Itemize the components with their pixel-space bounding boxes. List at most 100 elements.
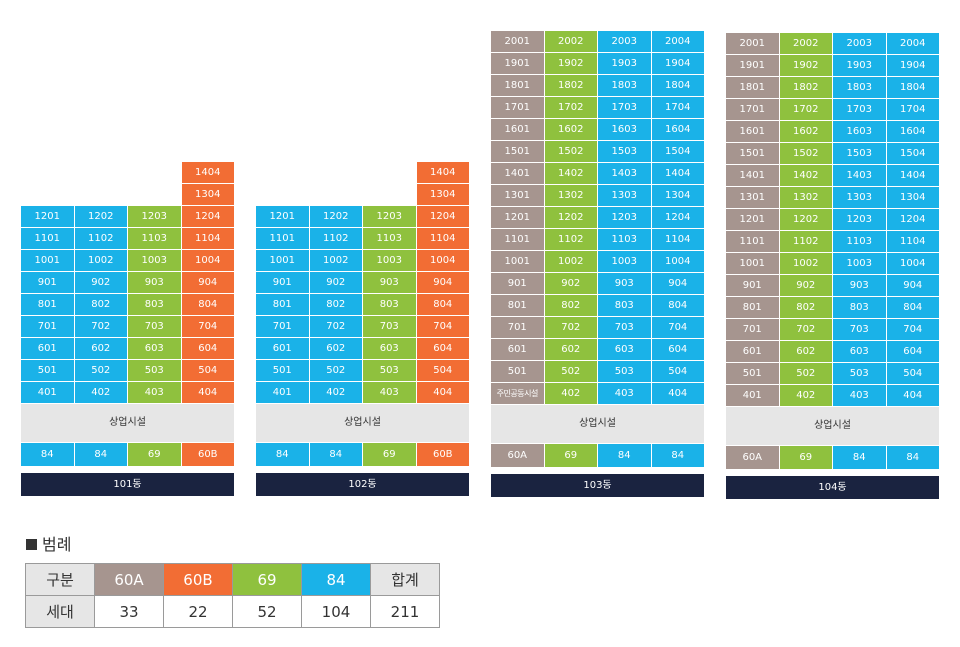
unit-cell: 401 — [726, 385, 779, 406]
unit-cell: 903 — [128, 272, 181, 293]
unit-cell: 2003 — [598, 31, 651, 52]
unit-type-row: 84 84 69 60B — [256, 443, 469, 466]
unit-cell: 901 — [21, 272, 74, 293]
unit-cell: 401 — [21, 382, 74, 403]
unit-cell: 1601 — [491, 119, 544, 140]
unit-cell: 1703 — [833, 99, 886, 120]
legend-title: 범례 — [26, 531, 71, 555]
unit-cell: 1004 — [181, 250, 234, 271]
unit-cell: 702 — [779, 319, 832, 340]
unit-cell: 1403 — [833, 165, 886, 186]
unit-cell: 1402 — [779, 165, 832, 186]
unit-cell: 1202 — [74, 206, 127, 227]
unit-cell: 1704 — [886, 99, 939, 120]
unit-cell: 703 — [363, 316, 416, 337]
unit-cell: 1204 — [886, 209, 939, 230]
unit-cell: 901 — [726, 275, 779, 296]
unit-cell: 502 — [309, 360, 362, 381]
building-103: 2001 2002 2003 2004 1901 1902 1903 1904 1801 1802… — [491, 31, 704, 497]
unit-cell: 주민공동시설 — [491, 383, 544, 404]
unit-cell: 1404 — [181, 162, 234, 183]
unit-cell: 602 — [74, 338, 127, 359]
unit-cell: 1903 — [598, 53, 651, 74]
empty-cell — [256, 184, 309, 205]
unit-cell: 704 — [181, 316, 234, 337]
unit-cell: 701 — [21, 316, 74, 337]
unit-cell: 1101 — [726, 231, 779, 252]
unit-cell: 1802 — [544, 75, 597, 96]
building-label: 101동 — [21, 473, 234, 496]
legend-total-label: 합계 — [370, 563, 440, 596]
unit-cell: 1403 — [598, 163, 651, 184]
unit-cell: 403 — [128, 382, 181, 403]
unit-cell: 802 — [779, 297, 832, 318]
unit-type-cell: 84 — [21, 443, 74, 466]
unit-cell: 1301 — [491, 185, 544, 206]
unit-cell: 1602 — [544, 119, 597, 140]
unit-cell: 1902 — [544, 53, 597, 74]
unit-cell: 1804 — [651, 75, 704, 96]
unit-cell: 1802 — [779, 77, 832, 98]
unit-cell: 1104 — [416, 228, 469, 249]
unit-type-cell: 60B — [416, 443, 469, 466]
unit-cell: 601 — [256, 338, 309, 359]
floor-grid: 2001 2002 2003 2004 1901 1902 1903 1904 1801 1802… — [491, 31, 704, 404]
unit-cell: 602 — [309, 338, 362, 359]
unit-cell: 1002 — [74, 250, 127, 271]
unit-cell: 1304 — [886, 187, 939, 208]
unit-type-cell: 84 — [256, 443, 309, 466]
legend-type-84: 84 — [301, 563, 371, 596]
unit-cell: 403 — [833, 385, 886, 406]
unit-cell: 1503 — [833, 143, 886, 164]
unit-cell: 1102 — [544, 229, 597, 250]
square-bullet-icon — [26, 539, 37, 550]
unit-cell: 1504 — [886, 143, 939, 164]
unit-cell: 1901 — [726, 55, 779, 76]
unit-cell: 802 — [74, 294, 127, 315]
unit-cell: 904 — [886, 275, 939, 296]
unit-cell: 502 — [74, 360, 127, 381]
unit-cell: 1201 — [21, 206, 74, 227]
unit-type-cell: 69 — [363, 443, 416, 466]
unit-cell: 501 — [21, 360, 74, 381]
unit-cell: 1103 — [833, 231, 886, 252]
unit-cell: 801 — [21, 294, 74, 315]
legend-type-69: 69 — [232, 563, 302, 596]
unit-cell: 1904 — [651, 53, 704, 74]
unit-cell: 1003 — [128, 250, 181, 271]
legend-count-60b: 22 — [163, 595, 233, 628]
unit-cell: 1101 — [256, 228, 309, 249]
unit-cell: 403 — [598, 383, 651, 404]
unit-cell: 1803 — [833, 77, 886, 98]
unit-type-cell: 84 — [651, 444, 704, 467]
unit-cell: 1303 — [833, 187, 886, 208]
unit-cell: 1702 — [779, 99, 832, 120]
unit-type-cell: 69 — [128, 443, 181, 466]
unit-cell: 1201 — [726, 209, 779, 230]
building-label: 102동 — [256, 473, 469, 496]
building-101: 1404 1304 1201 1202 1203 1204 1101 1102 1103 1104… — [21, 162, 234, 496]
unit-cell: 1401 — [726, 165, 779, 186]
unit-cell: 501 — [726, 363, 779, 384]
unit-cell: 1604 — [886, 121, 939, 142]
unit-cell: 902 — [779, 275, 832, 296]
unit-cell: 603 — [128, 338, 181, 359]
commercial-facility: 상업시설 — [256, 404, 469, 442]
unit-cell: 1801 — [726, 77, 779, 98]
unit-cell: 402 — [309, 382, 362, 403]
unit-cell: 503 — [598, 361, 651, 382]
empty-cell — [128, 162, 181, 183]
unit-type-cell: 69 — [544, 444, 597, 467]
unit-cell: 1303 — [598, 185, 651, 206]
unit-cell: 1703 — [598, 97, 651, 118]
unit-cell: 1701 — [726, 99, 779, 120]
unit-cell: 1104 — [886, 231, 939, 252]
legend-header-label: 구분 — [25, 563, 95, 596]
unit-cell: 404 — [651, 383, 704, 404]
unit-cell: 803 — [363, 294, 416, 315]
unit-cell: 804 — [181, 294, 234, 315]
unit-type-cell: 60A — [491, 444, 544, 467]
unit-cell: 2004 — [651, 31, 704, 52]
empty-cell — [128, 184, 181, 205]
unit-cell: 804 — [886, 297, 939, 318]
